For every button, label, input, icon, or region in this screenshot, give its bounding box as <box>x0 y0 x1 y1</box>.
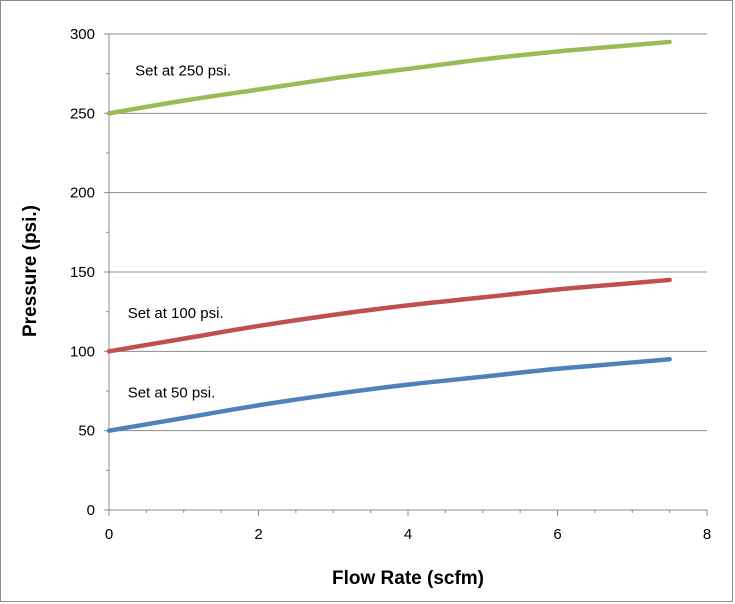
y-tick-label: 300 <box>70 26 95 43</box>
series-line-1 <box>106 277 672 354</box>
y-tick-label: 50 <box>78 423 95 440</box>
annotations: Set at 250 psi. Set at 100 psi. Set at 50 … <box>128 62 231 401</box>
x-tick-label: 4 <box>404 526 412 543</box>
x-tick-label: 8 <box>703 526 711 543</box>
x-tick-label: 6 <box>553 526 561 543</box>
y-tick-label: 250 <box>70 105 95 122</box>
y-tick-label: 0 <box>87 502 95 519</box>
axes <box>104 33 708 516</box>
x-axis-title: Flow Rate (scfm) <box>332 568 484 589</box>
series-lines <box>106 39 672 433</box>
x-tick-label: 2 <box>254 526 262 543</box>
series-annotation: Set at 100 psi. <box>128 305 224 322</box>
series-line-2 <box>106 357 672 433</box>
gridlines <box>109 33 707 432</box>
series-annotation: Set at 250 psi. <box>135 62 231 79</box>
y-axis-title: Pressure (psi.) <box>20 205 41 337</box>
x-tick-label: 0 <box>105 526 113 543</box>
y-tick-label: 150 <box>70 264 95 281</box>
series-line-0 <box>106 39 672 116</box>
tick-labels: 0 50 100 150 200 250 300 0 2 4 6 8 <box>70 26 711 543</box>
series-annotation: Set at 50 psi. <box>128 384 216 401</box>
y-tick-label: 100 <box>70 343 95 360</box>
y-tick-label: 200 <box>70 185 95 202</box>
